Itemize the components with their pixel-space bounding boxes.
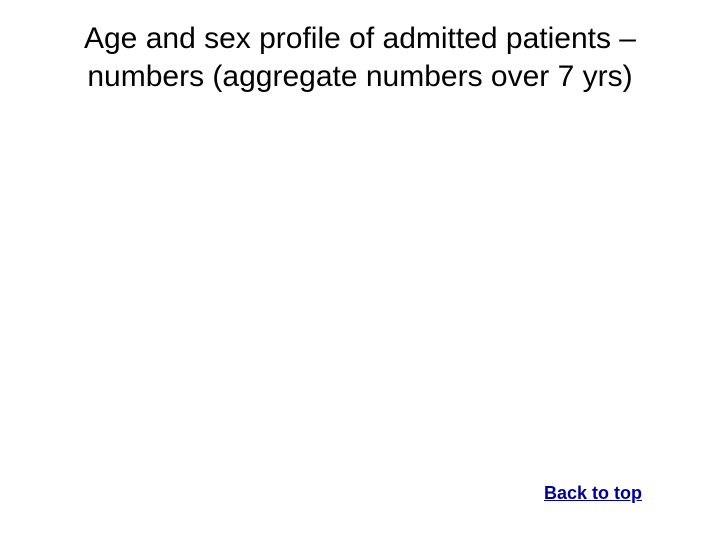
slide-title: Age and sex profile of admitted patients…	[40, 20, 680, 95]
slide-container: Age and sex profile of admitted patients…	[0, 0, 720, 540]
back-to-top-link[interactable]: Back to top	[544, 483, 642, 504]
